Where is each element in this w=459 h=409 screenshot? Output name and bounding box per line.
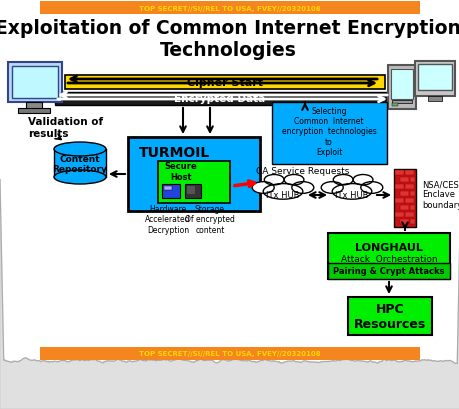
Bar: [394, 171, 403, 175]
Text: TOP SECRET//SI//REL TO USA, FVEY//20320108: TOP SECRET//SI//REL TO USA, FVEY//203201…: [139, 351, 320, 357]
Bar: [327, 234, 449, 279]
Ellipse shape: [331, 184, 371, 200]
Ellipse shape: [360, 182, 382, 194]
Bar: [404, 198, 413, 204]
Bar: [409, 205, 414, 211]
Text: Exploitation of Common Internet Encryption: Exploitation of Common Internet Encrypti…: [0, 18, 459, 37]
Text: Storage
Of encrypted
content: Storage Of encrypted content: [185, 204, 235, 234]
Bar: [54, 150, 106, 178]
Text: Attack  Orchestration: Attack Orchestration: [340, 255, 437, 264]
Text: TURMOIL: TURMOIL: [139, 146, 210, 160]
Bar: [65, 76, 384, 90]
Bar: [12, 67, 58, 99]
Bar: [414, 62, 454, 97]
Bar: [391, 101, 411, 104]
Text: Encrypted Data: Encrypted Data: [174, 94, 265, 104]
Bar: [399, 205, 408, 211]
Bar: [55, 93, 394, 106]
Bar: [393, 170, 415, 227]
Bar: [40, 347, 419, 360]
Bar: [404, 184, 413, 189]
Text: Selecting
Common  Internet
encryption  technologies
to
Exploit: Selecting Common Internet encryption tec…: [281, 106, 375, 157]
Bar: [409, 220, 414, 225]
Text: Validation of
results: Validation of results: [28, 117, 103, 139]
Bar: [404, 213, 413, 218]
Bar: [391, 104, 397, 107]
Bar: [162, 184, 179, 198]
Bar: [409, 191, 414, 196]
Bar: [399, 178, 408, 182]
Bar: [128, 138, 259, 211]
Bar: [394, 198, 403, 204]
Bar: [40, 2, 419, 15]
Ellipse shape: [320, 182, 342, 194]
Bar: [347, 297, 431, 335]
Bar: [427, 97, 441, 102]
Text: Secure
Host: Secure Host: [164, 162, 197, 181]
Ellipse shape: [264, 175, 284, 185]
Bar: [394, 213, 403, 218]
Ellipse shape: [252, 182, 274, 194]
Bar: [399, 220, 408, 225]
Text: Hardware
Accelerated
Decryption: Hardware Accelerated Decryption: [145, 204, 190, 234]
Text: TOP SECRET//SI//REL TO USA, FVEY//20320108: TOP SECRET//SI//REL TO USA, FVEY//203201…: [139, 5, 320, 11]
Bar: [185, 184, 201, 198]
Text: ITx HUB: ITx HUB: [335, 191, 368, 200]
Bar: [394, 184, 403, 189]
Text: ITx HUB: ITx HUB: [266, 191, 299, 200]
Bar: [164, 187, 172, 191]
Text: CA Service Requests: CA Service Requests: [256, 167, 349, 176]
Ellipse shape: [54, 171, 106, 184]
Ellipse shape: [263, 184, 302, 200]
Bar: [387, 66, 415, 110]
Bar: [327, 263, 449, 279]
Text: Technologies: Technologies: [159, 40, 296, 59]
Bar: [187, 187, 195, 195]
Bar: [8, 63, 62, 103]
Ellipse shape: [353, 175, 372, 185]
Bar: [271, 103, 386, 164]
Ellipse shape: [291, 182, 313, 194]
Ellipse shape: [54, 143, 106, 157]
Text: Cipher Start: Cipher Start: [187, 78, 263, 88]
Ellipse shape: [284, 175, 303, 185]
Bar: [417, 65, 451, 91]
Bar: [399, 191, 408, 196]
Bar: [157, 162, 230, 204]
Text: Pairing & Crypt Attacks: Pairing & Crypt Attacks: [332, 267, 444, 276]
Text: LONGHAUL: LONGHAUL: [354, 243, 422, 252]
Text: NSA/CES
Enclave
boundary: NSA/CES Enclave boundary: [421, 180, 459, 209]
Text: Content
Repository: Content Repository: [52, 155, 107, 174]
Text: HPC
Resources: HPC Resources: [353, 302, 425, 330]
Bar: [404, 171, 413, 175]
Bar: [26, 103, 42, 110]
Bar: [409, 178, 414, 182]
Ellipse shape: [333, 175, 353, 185]
Bar: [390, 70, 412, 100]
Bar: [18, 109, 50, 114]
